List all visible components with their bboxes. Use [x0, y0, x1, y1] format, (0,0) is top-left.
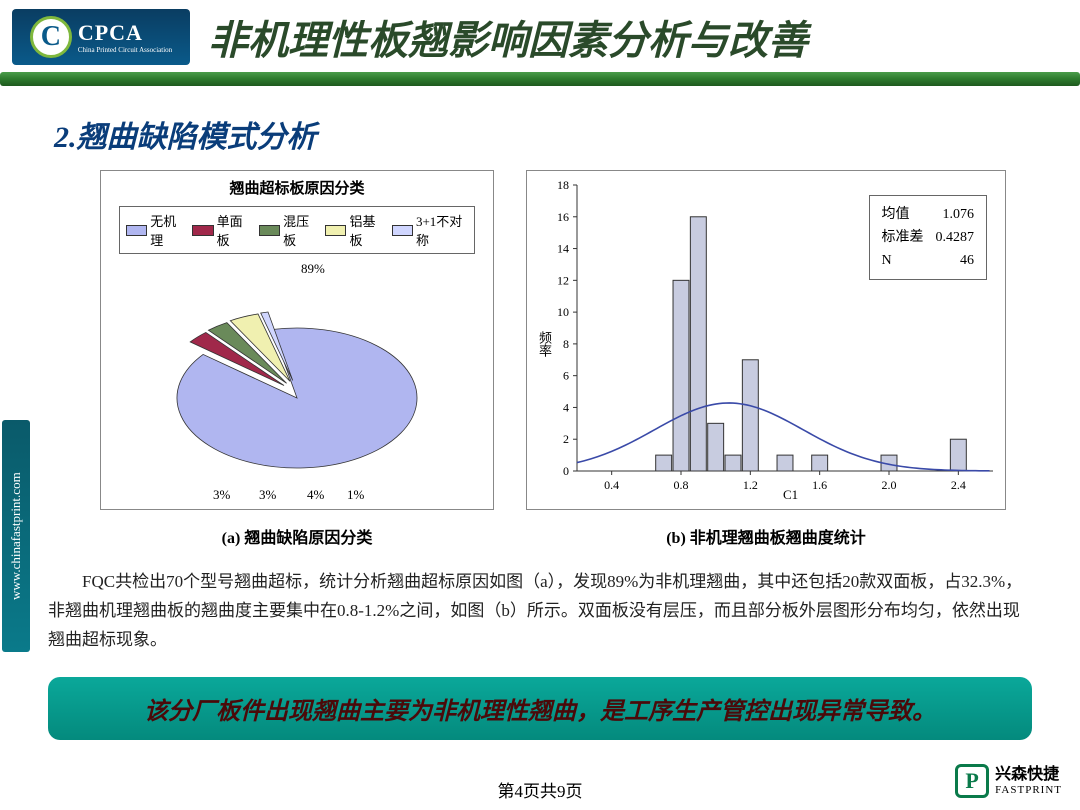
pie-chart: 翘曲超标板原因分类 无机理单面板混压板铝基板3+1不对称 89% 3% 3% 4… — [100, 170, 494, 510]
brand-en: FASTPRINT — [995, 784, 1062, 796]
svg-text:16: 16 — [557, 210, 569, 224]
pie-pct-3: 4% — [307, 487, 324, 503]
logo-icon: C — [30, 16, 72, 58]
svg-text:12: 12 — [557, 273, 569, 287]
stat-box: 均值1.076标准差0.4287N46 — [869, 195, 988, 280]
charts-row: 翘曲超标板原因分类 无机理单面板混压板铝基板3+1不对称 89% 3% 3% 4… — [0, 170, 1080, 510]
svg-text:2: 2 — [563, 432, 569, 446]
caption-b: (b) 非机理翘曲板翘曲度统计 — [526, 524, 1006, 548]
brand-cn: 兴森快捷 — [995, 766, 1062, 784]
body-paragraph: FQC共检出70个型号翘曲超标，统计分析翘曲超标原因如图（a），发现89%为非机… — [0, 548, 1080, 655]
svg-text:10: 10 — [557, 305, 569, 319]
captions: (a) 翘曲缺陷原因分类 (b) 非机理翘曲板翘曲度统计 — [0, 510, 1080, 548]
svg-text:6: 6 — [563, 369, 569, 383]
svg-text:0.4: 0.4 — [604, 478, 619, 492]
section-title: 2.翘曲缺陷模式分析 — [54, 112, 1080, 156]
svg-text:8: 8 — [563, 337, 569, 351]
svg-text:2.0: 2.0 — [882, 478, 897, 492]
svg-text:18: 18 — [557, 178, 569, 192]
pie-pct-2: 3% — [259, 487, 276, 503]
footer-brand: P 兴森快捷 FASTPRINT — [955, 764, 1062, 798]
side-url-label: www.chinafastprint.com — [2, 420, 30, 652]
pie-svg — [132, 258, 462, 508]
pie-legend: 无机理单面板混压板铝基板3+1不对称 — [119, 206, 475, 254]
page-number: 第4页共9页 — [0, 777, 1080, 802]
pie-pct-1: 3% — [213, 487, 230, 503]
pie-big-pct: 89% — [301, 261, 325, 277]
header: C CPCA China Printed Circuit Association… — [0, 0, 1080, 66]
svg-text:4: 4 — [563, 400, 569, 414]
svg-text:2.4: 2.4 — [951, 478, 966, 492]
svg-text:1.2: 1.2 — [743, 478, 758, 492]
pie-pct-4: 1% — [347, 487, 364, 503]
svg-text:14: 14 — [557, 242, 569, 256]
pie-title: 翘曲超标板原因分类 — [101, 171, 493, 202]
histogram-chart: 0 2 4 6 8 10 12 14 16 18 0.4 0.8 1.2 1.6 2.0 2.4 均值1.07… — [526, 170, 1006, 510]
logo-sub: China Printed Circuit Association — [78, 46, 172, 54]
svg-text:1.6: 1.6 — [812, 478, 827, 492]
caption-a: (a) 翘曲缺陷原因分类 — [100, 524, 494, 548]
cpca-logo: C CPCA China Printed Circuit Association — [12, 9, 190, 65]
logo-main: CPCA — [78, 20, 143, 45]
fastprint-icon: P — [955, 764, 989, 798]
svg-text:0.8: 0.8 — [674, 478, 689, 492]
divider-bar — [0, 72, 1080, 86]
hist-ylabel: 频率 — [535, 331, 554, 357]
hist-xlabel: C1 — [783, 487, 798, 503]
highlight-bar: 该分厂板件出现翘曲主要为非机理性翘曲，是工序生产管控出现异常导致。 — [48, 677, 1032, 740]
page-title: 非机理性板翘影响因素分析与改善 — [208, 8, 808, 66]
svg-text:0: 0 — [563, 464, 569, 478]
